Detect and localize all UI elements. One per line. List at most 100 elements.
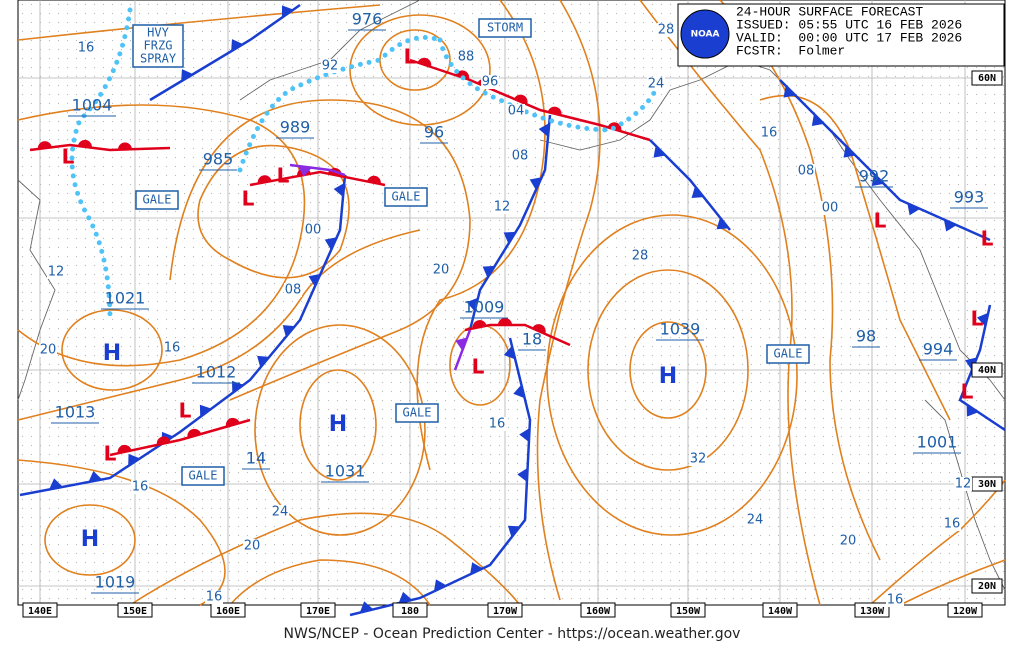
low-center: L	[961, 380, 974, 404]
warning-text: GALE	[403, 406, 432, 420]
isobar-label: 08	[798, 164, 815, 179]
front-symbol	[359, 601, 374, 613]
front-symbol	[514, 94, 528, 105]
front-symbol	[871, 173, 884, 186]
warning-box	[132, 24, 184, 68]
isobar-label: 00	[305, 223, 322, 238]
header-background	[677, 3, 1005, 67]
lon-label: 180	[401, 606, 419, 617]
front-symbol	[117, 444, 132, 454]
center-pressure: 98	[856, 327, 876, 346]
isobar-label: 16	[944, 517, 961, 532]
lon-label-box	[670, 602, 706, 618]
isobar-label: 20	[244, 539, 261, 554]
logo-text: NOAA	[691, 30, 720, 40]
lon-label: 130W	[860, 606, 885, 617]
isobar-label-bg	[39, 343, 57, 357]
lon-label-box	[487, 602, 523, 618]
isobar-label-bg	[954, 477, 972, 491]
isobar-label: 12	[494, 200, 511, 215]
front-symbol	[37, 141, 52, 150]
center-pressure: 985	[203, 150, 234, 169]
front-symbol	[417, 57, 432, 67]
front-symbol	[231, 39, 244, 52]
warning-text: GALE	[774, 347, 803, 361]
lon-label-box	[300, 602, 336, 618]
isobar-label: 08	[285, 283, 302, 298]
warning-box	[395, 403, 439, 423]
lon-label-box	[854, 602, 890, 618]
front-symbol	[199, 404, 212, 417]
map-frame	[17, 0, 1006, 606]
isobar-label: 24	[272, 505, 289, 520]
low-center: L	[242, 187, 255, 211]
isobar-label: 00	[822, 201, 839, 216]
front-symbol	[470, 562, 483, 575]
front-symbol	[653, 145, 666, 158]
isobar-label-bg	[760, 126, 778, 140]
cold-front	[149, 3, 301, 102]
front-symbol	[77, 139, 92, 148]
center-pressure: 989	[280, 118, 311, 137]
cold-front	[958, 304, 1006, 432]
lon-label: 160W	[586, 606, 611, 617]
front-symbol	[472, 320, 487, 329]
isobar-label-bg	[271, 505, 289, 519]
center-pressure: 1039	[660, 320, 701, 339]
isobar-label-bg	[304, 223, 322, 237]
front-symbol	[943, 219, 957, 232]
isobar-label: 16	[761, 126, 778, 141]
lon-label-box	[392, 602, 428, 618]
isobar-label-bg	[507, 104, 525, 118]
lon-label-box	[580, 602, 616, 618]
noaa-logo	[680, 9, 730, 59]
front-symbol	[257, 355, 270, 368]
isobar-label: 16	[206, 590, 223, 605]
isobar-label-bg	[886, 593, 904, 607]
front-symbol	[367, 175, 381, 185]
isobar-label-bg	[746, 513, 764, 527]
front-symbol	[513, 384, 525, 399]
isobar-label-bg	[943, 517, 961, 531]
low-center: L	[104, 442, 117, 466]
lon-label-box	[22, 602, 58, 618]
lat-label-box	[971, 70, 1003, 86]
header-line: FCSTR: Folmer	[736, 43, 845, 58]
center-pressure: 1001	[917, 433, 958, 452]
low-center: L	[62, 145, 75, 169]
front-symbol	[965, 357, 978, 371]
header-box: NOAA 24-HOUR SURFACE FORECAST ISSUED: 05…	[677, 3, 1005, 67]
isobar-label-bg	[493, 200, 511, 214]
isobar-label: 92	[322, 59, 339, 74]
front-symbol	[811, 113, 824, 126]
front-symbol	[156, 436, 171, 445]
warning-text: HVY	[147, 26, 169, 40]
front-symbol	[503, 231, 516, 244]
isobar-label: 24	[648, 77, 665, 92]
isobar-label-bg	[839, 534, 857, 548]
front-symbol	[498, 318, 512, 325]
isobar-label: 20	[840, 534, 857, 549]
center-pressure: 994	[923, 340, 954, 359]
isobar-label-bg	[131, 480, 149, 494]
front-symbol	[433, 579, 447, 592]
front-symbol	[88, 470, 103, 483]
isobar-label: 16	[489, 417, 506, 432]
lon-label: 120W	[953, 606, 978, 617]
front-symbol	[529, 177, 542, 191]
isobar-label: 32	[690, 452, 707, 467]
isobar-label-bg	[631, 249, 649, 263]
isobars	[17, 0, 1006, 606]
lon-label-box	[947, 602, 983, 618]
fronts	[19, 3, 1006, 617]
labels: 140E 150E 160E 170E 180 170W 160W 150W 140W 130W 1…	[22, 10, 1003, 618]
front-symbol	[482, 265, 495, 278]
isobar-label-bg	[657, 23, 675, 37]
header-line: VALID: 00:00 UTC 17 FEB 2026	[736, 30, 962, 45]
front-symbol	[547, 106, 562, 116]
front-symbol	[297, 165, 312, 177]
high-center: H	[659, 364, 677, 389]
isobar-label: 16	[132, 480, 149, 495]
front-symbol	[49, 478, 63, 490]
